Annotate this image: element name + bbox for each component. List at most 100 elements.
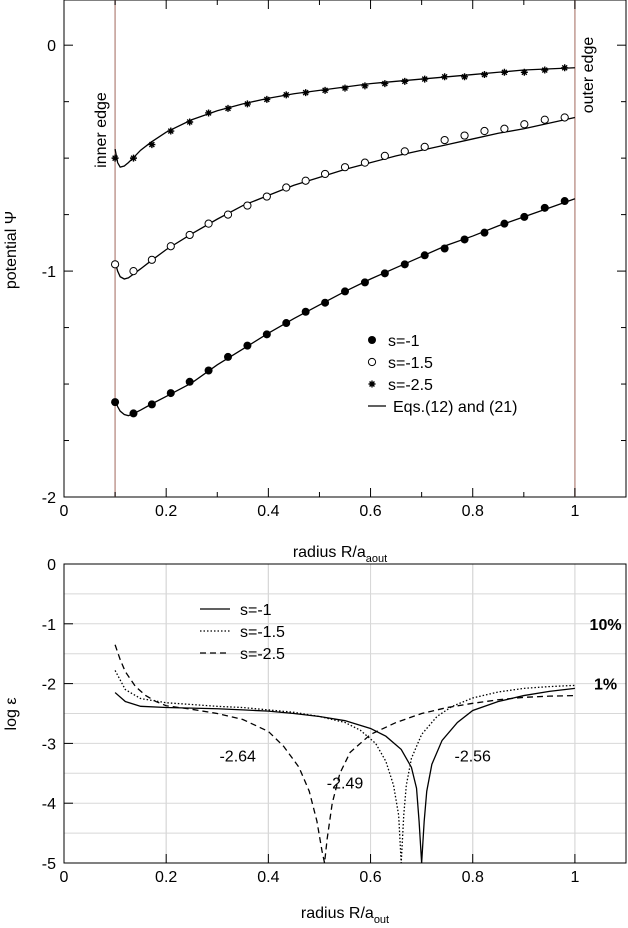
bottom-chart: 0 0.2 0.4 0.6 0.8 1 0 -1 -2 -3 -4 -5 -2.64 -2.49 -2.5… <box>3 557 627 926</box>
bottom-x-tick-label: 0.6 <box>359 869 381 886</box>
data-point <box>185 230 194 240</box>
data-point <box>185 377 194 386</box>
data-point <box>224 104 232 112</box>
data-point <box>380 269 389 278</box>
annotation-label: -2.49 <box>327 775 364 792</box>
data-point <box>282 183 291 192</box>
bottom-x-tick-label: 0 <box>60 869 69 886</box>
annotation-label: -2.64 <box>219 748 256 765</box>
bottom-y-tick-label: 0 <box>47 557 56 574</box>
series-line-dotted <box>114 670 575 864</box>
bottom-legend: s=-1 s=-1.5 s=-2.5 <box>200 602 285 663</box>
data-point <box>460 235 469 244</box>
data-point <box>400 147 409 156</box>
data-point <box>520 212 529 221</box>
legend-label: s=-1.5 <box>240 624 285 641</box>
bottom-x-tick-label: 0.4 <box>257 869 279 886</box>
data-point <box>500 124 509 133</box>
data-point <box>223 210 233 219</box>
legend-marker-open-circle <box>367 357 377 367</box>
data-point <box>421 75 429 83</box>
legend-marker-filled-circle <box>368 336 376 344</box>
data-point <box>204 366 213 375</box>
series-line-dashed <box>114 644 575 864</box>
top-ylabel: potential Ψ <box>3 211 20 289</box>
data-point <box>111 154 119 162</box>
data-point <box>361 82 369 90</box>
data-point <box>480 228 489 237</box>
data-point <box>540 115 549 124</box>
data-point <box>341 287 349 296</box>
data-point <box>129 409 138 418</box>
fit-curve <box>114 116 576 280</box>
fit-curve <box>114 198 576 417</box>
legend-label: s=-1 <box>388 333 420 350</box>
top-x-tick-label: 0 <box>60 503 69 520</box>
top-x-tick-label: 0.8 <box>462 503 484 520</box>
top-y-tick-label: 0 <box>47 38 56 55</box>
data-point <box>541 66 549 74</box>
data-point <box>381 80 389 88</box>
legend-label: s=-1 <box>240 602 272 619</box>
data-point <box>243 201 252 210</box>
top-y-tick-label: -2 <box>42 490 56 507</box>
data-point <box>441 73 449 81</box>
fit-curve <box>114 67 575 168</box>
top-x-tick-label: 0.6 <box>359 503 381 520</box>
data-point <box>401 77 409 85</box>
data-point <box>282 319 291 328</box>
annotation-label: -2.56 <box>454 748 491 765</box>
data-point <box>262 192 271 201</box>
legend-label: Eqs.(12) and (21) <box>393 399 518 416</box>
bottom-xlabel: radius R/aout <box>301 905 389 926</box>
data-point <box>301 307 310 316</box>
data-point <box>186 118 194 126</box>
data-point <box>440 244 449 253</box>
outer-edge-label: outer edge <box>580 37 597 114</box>
top-plot-frame <box>63 0 627 498</box>
data-point <box>111 398 120 407</box>
data-point <box>540 203 549 212</box>
data-point <box>243 341 252 350</box>
bottom-ylabel: log ε <box>3 698 20 731</box>
data-point <box>520 120 529 129</box>
data-point <box>166 242 175 251</box>
bottom-y-tick-label: -2 <box>42 677 56 694</box>
data-point <box>461 73 469 81</box>
legend-label: s=-2.5 <box>240 646 285 663</box>
bottom-y-tick-label: -3 <box>42 736 56 753</box>
data-point <box>321 298 330 307</box>
data-point <box>480 126 489 136</box>
data-point <box>129 154 137 162</box>
bottom-y-tick-label: -1 <box>42 617 56 634</box>
bottom-x-tick-label: 0.8 <box>462 869 484 886</box>
data-point <box>167 127 175 135</box>
data-point <box>500 68 508 76</box>
data-point <box>520 68 528 76</box>
top-legend: s=-1 s=-1.5 s=-2.5 Eqs.(12) and (21) <box>367 333 518 416</box>
data-point <box>262 330 271 339</box>
bottom-plot-frame <box>63 563 627 864</box>
data-point <box>205 109 213 117</box>
data-point <box>420 142 429 151</box>
data-point <box>110 260 120 269</box>
annotation-label: 10% <box>590 617 622 634</box>
bottom-x-tick-label: 0.2 <box>155 869 177 886</box>
data-point <box>380 151 389 160</box>
bottom-x-tick-label: 1 <box>570 869 579 886</box>
top-x-tick-label: 0.2 <box>155 503 177 520</box>
data-point <box>341 84 349 92</box>
data-point <box>340 163 350 172</box>
data-point <box>360 278 369 287</box>
legend-label: s=-2.5 <box>388 377 433 394</box>
data-point <box>147 400 156 409</box>
data-point <box>420 251 429 260</box>
data-point <box>204 219 213 228</box>
inner-edge-label: inner edge <box>93 92 110 168</box>
top-chart: inner edge outer edge 0 0.2 0.4 0.6 0.8 1 0 -1 -2… <box>3 0 627 565</box>
data-point <box>243 100 251 108</box>
data-point <box>440 135 449 145</box>
data-point <box>560 197 569 206</box>
data-point <box>460 131 469 140</box>
